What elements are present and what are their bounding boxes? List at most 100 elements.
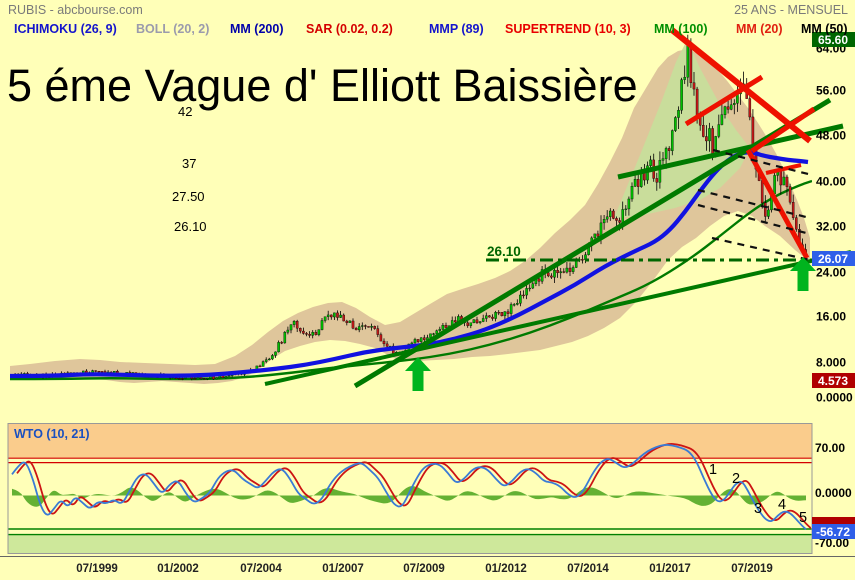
candle-up	[410, 342, 414, 345]
date-axis: 07/1999 01/2002 07/2004 01/2007 07/2009 01/20…	[76, 563, 773, 575]
main-title: 5 éme Vague d' Elliott Baissière	[7, 60, 638, 111]
candle-up	[320, 320, 324, 330]
candle-down	[379, 334, 383, 342]
red-trendline	[750, 106, 816, 154]
candle-up	[317, 329, 321, 335]
candle-down	[581, 259, 584, 261]
candle-up	[720, 114, 724, 125]
elliott-wave-number: 1	[709, 462, 717, 478]
dashed-channel-line	[711, 236, 811, 262]
price-badge-label: 26.07	[818, 252, 848, 266]
candle-down	[382, 340, 386, 345]
candle-up	[171, 377, 175, 379]
candle-up	[782, 176, 786, 186]
candle-up	[227, 375, 231, 377]
buy-arrow-icon	[405, 357, 431, 391]
candle-up	[565, 267, 569, 273]
buy-arrow-icon	[790, 257, 816, 291]
candle-up	[361, 325, 364, 327]
price-level-annotation: 26.10	[174, 219, 207, 234]
candle-down	[596, 233, 600, 237]
candle-up	[283, 332, 287, 344]
candle-down	[175, 377, 178, 379]
indicator-label: SUPERTREND (10, 3)	[505, 22, 631, 36]
candle-up	[323, 316, 327, 321]
candle-down	[562, 271, 566, 273]
candle-up	[472, 319, 476, 323]
candle-up	[683, 76, 686, 80]
candle-up	[599, 222, 603, 237]
candle-up	[686, 42, 690, 78]
candle-up	[593, 233, 597, 239]
candle-down	[711, 128, 714, 157]
price-badge	[812, 251, 855, 266]
candle-up	[348, 320, 352, 323]
red-trendline	[765, 163, 802, 175]
candle-up	[419, 337, 423, 342]
candle-down	[550, 275, 553, 278]
candle-up	[773, 175, 776, 195]
candle-down	[330, 314, 333, 318]
price-axis-label: 24.00	[816, 266, 846, 280]
dashed-channel-line	[712, 148, 813, 177]
candle-down	[373, 326, 376, 329]
candle-down	[615, 218, 618, 221]
date-label: 07/2014	[567, 563, 609, 575]
candle-up	[733, 103, 736, 105]
red-trendline	[684, 74, 764, 127]
candle-down	[178, 378, 181, 380]
candle-down	[636, 179, 640, 187]
price-level-annotation: 27.50	[172, 189, 205, 204]
candle-up	[605, 216, 609, 220]
candle-up	[478, 321, 482, 323]
candle-up	[609, 210, 612, 217]
indicator-label: MM (20)	[736, 22, 783, 36]
candle-down	[568, 267, 572, 272]
candle-up	[525, 288, 528, 296]
candle-up	[274, 351, 277, 356]
price-axis-label: 16.00	[816, 310, 846, 324]
indicator-label: SAR (0.02, 0.2)	[306, 22, 393, 36]
candle-up	[469, 322, 473, 326]
candle-up	[729, 104, 733, 110]
price-axis-label: 0.0000	[816, 391, 853, 405]
candle-down	[751, 116, 755, 145]
candle-up	[671, 130, 674, 151]
candle-down	[345, 320, 349, 323]
candle-up	[215, 377, 218, 380]
candle-down	[100, 371, 104, 373]
candle-down	[305, 333, 308, 335]
candle-up	[571, 267, 575, 272]
wto-indicator-label: WTO (10, 21)	[14, 427, 89, 441]
date-label: 01/2002	[157, 563, 199, 575]
candle-up	[481, 318, 485, 322]
candle-up	[528, 287, 531, 290]
candle-up	[432, 333, 435, 335]
candle-up	[674, 117, 677, 131]
candle-down	[547, 272, 550, 277]
price-axis-label: 56.00	[816, 84, 846, 98]
candle-down	[726, 106, 730, 110]
date-label: 07/2019	[731, 563, 773, 575]
candle-up	[627, 198, 631, 210]
candle-up	[664, 148, 668, 159]
red-trendline	[670, 27, 812, 144]
candle-up	[509, 304, 513, 314]
candle-up	[311, 332, 314, 336]
candle-down	[491, 316, 494, 319]
indicator-label: BOLL (20, 2)	[136, 22, 209, 36]
candle-up	[624, 208, 628, 211]
candle-down	[655, 178, 659, 183]
candle-down	[500, 312, 504, 317]
elliott-wave-number: 5	[799, 510, 807, 526]
green-trendline	[264, 250, 852, 386]
dashed-channel-line	[697, 188, 811, 220]
candle-down	[94, 370, 97, 372]
candle-up	[224, 376, 228, 378]
candle-down	[97, 370, 101, 373]
wto-value-badge	[812, 524, 855, 539]
candle-down	[454, 320, 457, 323]
candle-down	[705, 136, 708, 142]
candle-down	[336, 312, 339, 318]
